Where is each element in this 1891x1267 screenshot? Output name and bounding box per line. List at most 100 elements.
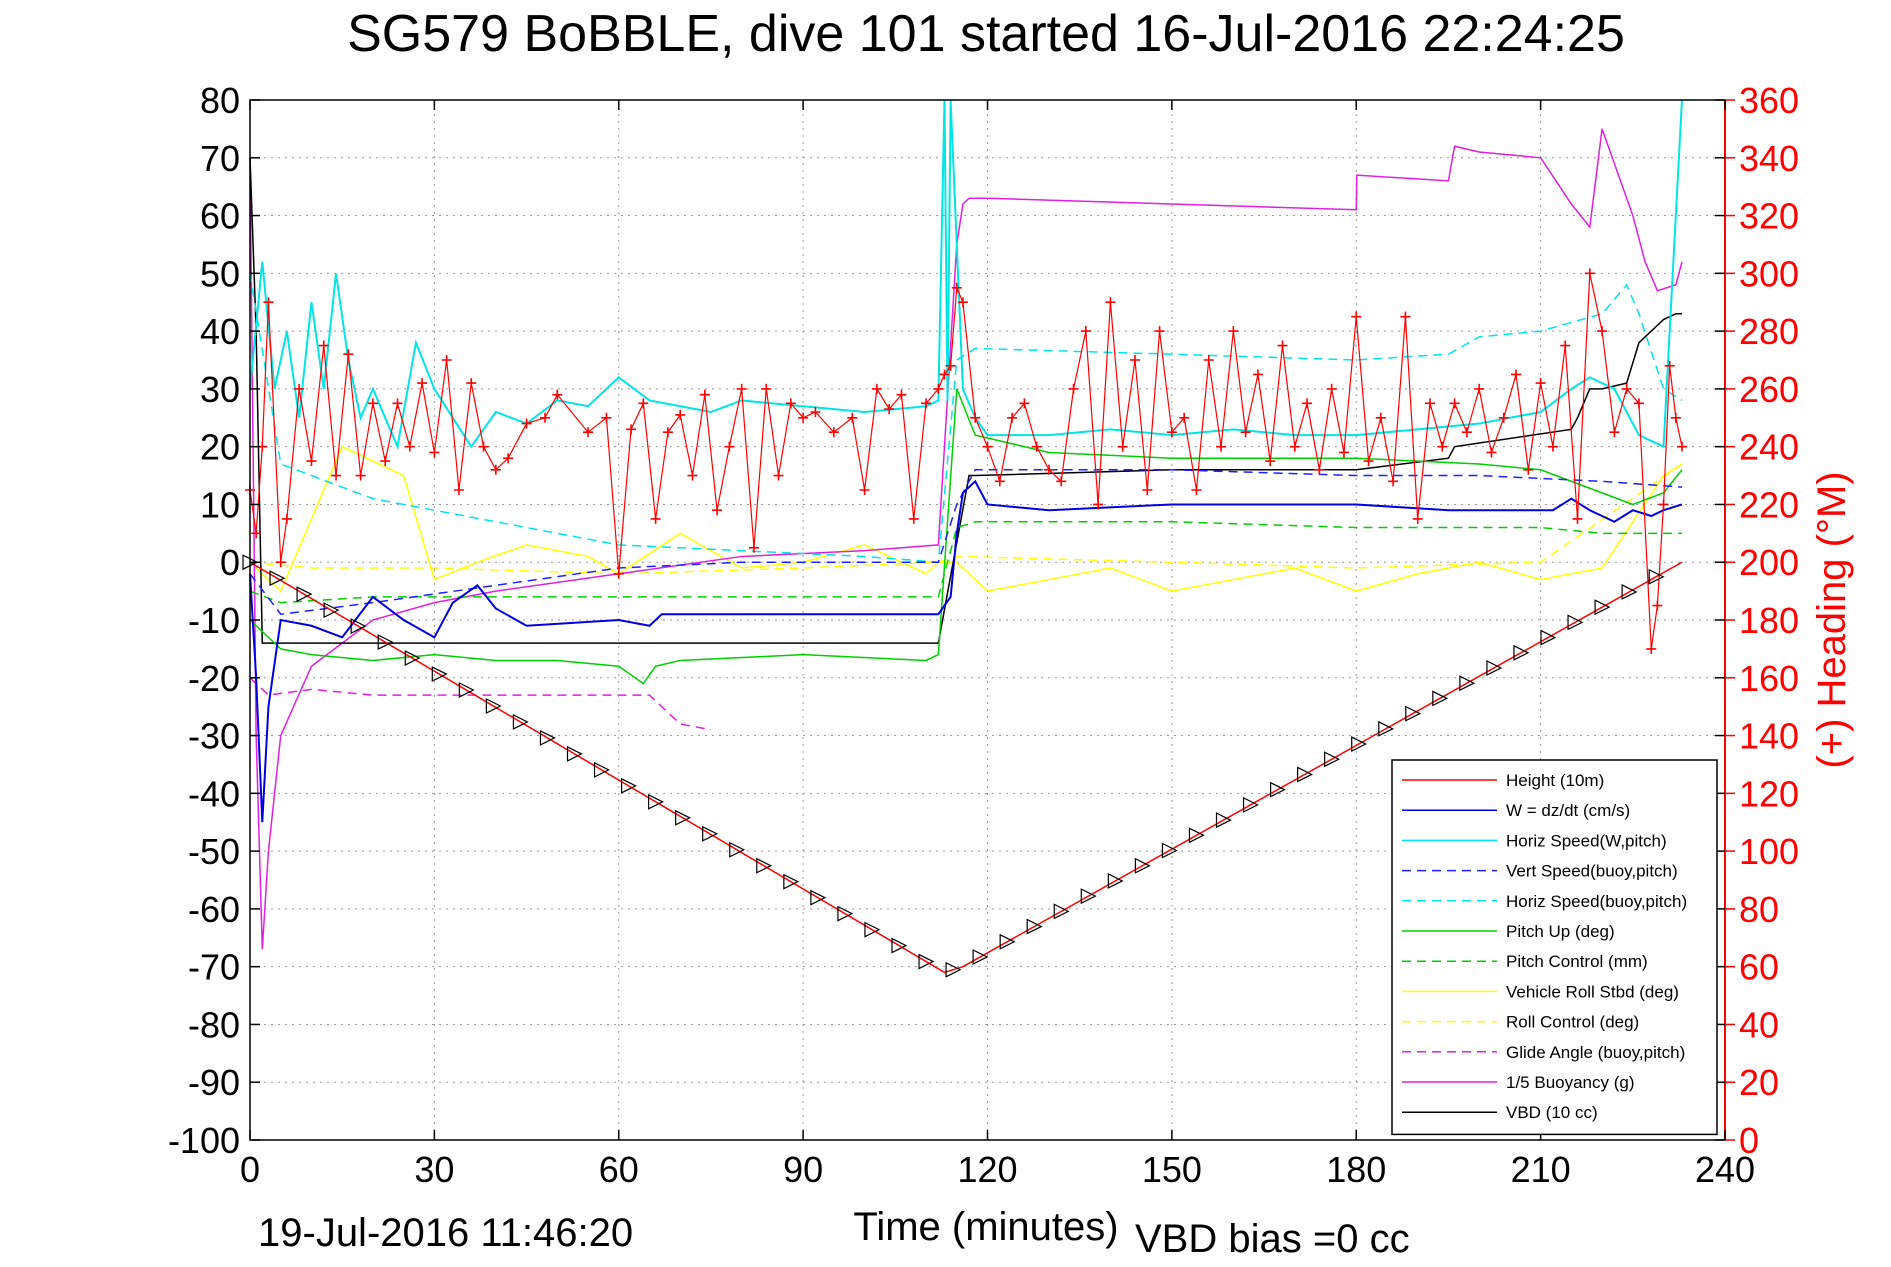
- series-line-glide: [249, 677, 712, 731]
- y-tick-label: -80: [188, 1004, 240, 1045]
- heading-point: [1252, 369, 1263, 380]
- legend-label: Horiz Speed(W,pitch): [1506, 831, 1667, 850]
- height-markers: [242, 554, 1665, 978]
- y2-tick-label: 80: [1739, 889, 1779, 930]
- heading-point: [1511, 369, 1522, 380]
- height-marker: [891, 937, 908, 954]
- chart-title: SG579 BoBBLE, dive 101 started 16-Jul-20…: [347, 5, 1625, 63]
- height-marker: [837, 905, 854, 922]
- heading-point: [1216, 441, 1227, 452]
- heading-point: [392, 398, 403, 409]
- heading-point: [650, 513, 661, 524]
- heading-point: [521, 418, 532, 429]
- height-marker: [756, 857, 773, 874]
- height-marker: [1405, 705, 1422, 722]
- heading-point: [638, 398, 649, 409]
- height-marker: [1107, 872, 1124, 889]
- heading-point: [1560, 340, 1571, 351]
- y2-tick-label: 0: [1739, 1120, 1759, 1161]
- heading-point: [1265, 456, 1276, 467]
- y2-tick-label: 200: [1739, 542, 1799, 583]
- height-marker: [648, 793, 664, 810]
- heading-line: [249, 273, 1683, 649]
- legend-label: 1/5 Buoyancy (g): [1506, 1073, 1635, 1092]
- height-marker: [269, 570, 286, 587]
- legend: Height (10m) W = dz/dt (cm/s) Horiz Speed(…: [1391, 759, 1718, 1136]
- y-tick-label: 60: [200, 196, 240, 237]
- heading-point: [1338, 447, 1349, 458]
- heading-point: [1572, 513, 1583, 524]
- heading-point: [1240, 427, 1251, 438]
- height-marker: [1486, 660, 1503, 676]
- heading-point: [1676, 441, 1687, 452]
- heading-point: [1019, 398, 1030, 409]
- heading-point: [1498, 412, 1509, 423]
- heading-point: [828, 427, 839, 438]
- heading-point: [1486, 447, 1497, 458]
- right-axis: 0 20 40 60 80 100 120 140 160 180 200 220 240 260 280 3…: [1725, 80, 1799, 1161]
- heading-point: [1633, 398, 1644, 409]
- heading-point: [1425, 398, 1435, 409]
- heading-point: [1670, 412, 1681, 423]
- heading-point: [871, 383, 882, 394]
- height-marker: [1594, 599, 1611, 616]
- legend-label: Pitch Up (deg): [1506, 922, 1615, 941]
- heading-point: [798, 412, 809, 423]
- y-tick-label: 40: [200, 311, 240, 352]
- x-tick-label: 0: [240, 1149, 260, 1190]
- heading-point: [1277, 340, 1288, 351]
- x-tick-label: 180: [1326, 1149, 1386, 1190]
- height-marker: [810, 889, 827, 906]
- y-tick-label: -60: [188, 889, 240, 930]
- heading-point: [1375, 412, 1386, 423]
- heading-point: [951, 282, 962, 293]
- height-marker: [323, 602, 340, 619]
- heading-point: [896, 389, 907, 400]
- legend-label: W = dz/dt (cm/s): [1506, 801, 1630, 820]
- heading-point: [478, 441, 489, 452]
- heading-point: [1474, 383, 1485, 394]
- series-line-pitch: [249, 388, 1683, 685]
- heading-point: [429, 447, 440, 458]
- y2-tick-label: 220: [1739, 484, 1799, 525]
- height-marker: [1297, 766, 1313, 783]
- series-line-height: [249, 561, 1683, 974]
- legend-label: VBD (10 cc): [1506, 1103, 1598, 1122]
- y-tick-label: -70: [188, 947, 240, 988]
- series-line-pitch_ctrl: [249, 521, 1682, 604]
- y-tick-label: -30: [188, 716, 240, 757]
- heading-point: [859, 485, 870, 495]
- heading-point: [1228, 326, 1239, 337]
- heading-point: [1437, 441, 1448, 452]
- heading-point: [281, 513, 292, 524]
- x-tick-label: 90: [783, 1149, 823, 1190]
- y2-tick-label: 60: [1739, 947, 1779, 988]
- y2-tick-label: 20: [1739, 1062, 1779, 1103]
- heading-point: [306, 456, 317, 467]
- heading-point: [1191, 485, 1202, 495]
- y2-tick-label: 180: [1739, 600, 1799, 641]
- heading-point: [552, 389, 563, 400]
- heading-point: [251, 528, 262, 539]
- legend-label: Glide Angle (buoy,pitch): [1506, 1043, 1685, 1062]
- height-marker: [1215, 812, 1232, 829]
- heading-point: [1093, 499, 1104, 510]
- heading-point: [1363, 456, 1374, 467]
- y2-tick-label: 340: [1739, 138, 1799, 179]
- y-tick-label: -90: [188, 1062, 240, 1103]
- heading-point: [294, 383, 305, 394]
- heading-point: [1302, 398, 1313, 409]
- y2-tick-label: 360: [1739, 80, 1799, 121]
- height-marker: [1134, 857, 1151, 874]
- height-marker: [1432, 690, 1449, 707]
- series-line-horiz_buoy: [249, 273, 1683, 564]
- heading-point: [810, 407, 821, 417]
- heading-point: [331, 470, 342, 481]
- heading-point: [945, 360, 956, 371]
- heading-point: [1031, 441, 1042, 452]
- height-marker: [350, 618, 367, 635]
- right-axis-label: (+) Heading (°M): [1810, 471, 1854, 768]
- height-marker: [404, 650, 421, 667]
- y2-tick-label: 280: [1739, 311, 1799, 352]
